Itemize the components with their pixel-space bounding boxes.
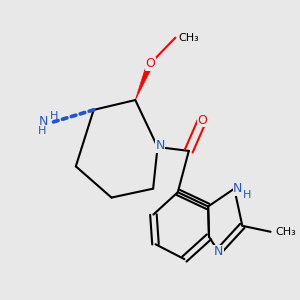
Text: O: O <box>197 114 207 127</box>
Text: N: N <box>155 139 165 152</box>
Polygon shape <box>135 62 153 100</box>
Text: H: H <box>38 126 46 136</box>
Text: N: N <box>214 245 223 258</box>
Text: H: H <box>50 111 58 121</box>
Text: CH₃: CH₃ <box>178 33 199 43</box>
Text: O: O <box>145 57 155 70</box>
Text: H: H <box>243 190 251 200</box>
Text: CH₃: CH₃ <box>275 227 296 237</box>
Text: N: N <box>233 182 242 195</box>
Text: N: N <box>39 115 48 128</box>
